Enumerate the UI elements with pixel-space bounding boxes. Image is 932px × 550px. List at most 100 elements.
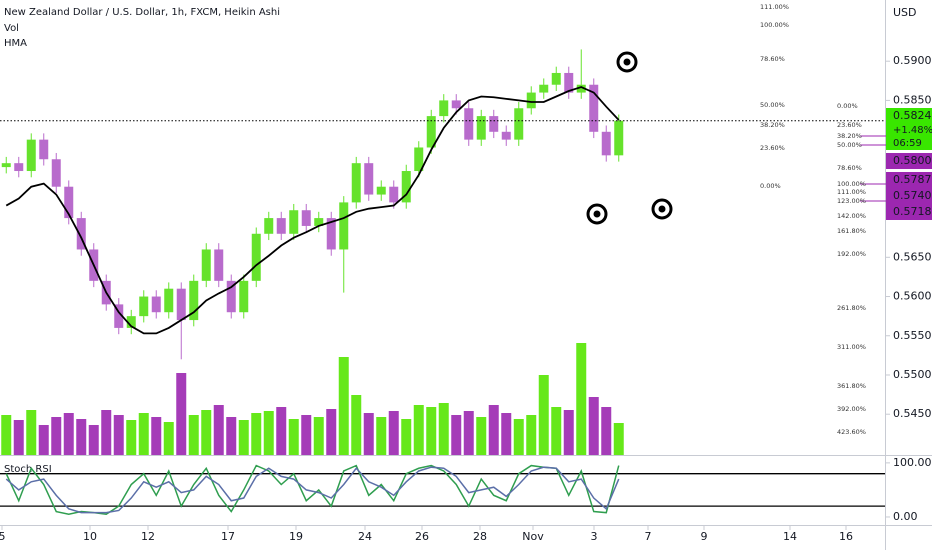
- target-icon: [586, 203, 608, 225]
- volume-bar: [88, 425, 99, 455]
- volume-bar: [526, 415, 537, 455]
- target-icon: [616, 51, 638, 73]
- candle-body: [364, 163, 374, 195]
- volume-bar: [401, 419, 412, 455]
- volume-bar: [63, 413, 74, 455]
- candle-body: [351, 163, 361, 203]
- x-tick-label: 12: [141, 530, 155, 543]
- volume-bar: [263, 411, 274, 455]
- volume-bar: [201, 410, 212, 455]
- volume-bar: [176, 373, 187, 455]
- candle-body: [464, 108, 474, 140]
- candle-body: [251, 233, 261, 281]
- price-badge: [886, 172, 932, 188]
- x-tick-label: 26: [415, 530, 429, 543]
- candle-body: [289, 210, 299, 234]
- candle-body: [526, 92, 536, 109]
- volume-bar: [551, 407, 562, 455]
- x-tick-label: 3: [591, 530, 598, 543]
- y-tick-label: 100.00: [893, 456, 932, 469]
- volume-bar: [576, 343, 587, 455]
- fib-label: 161.80%: [837, 227, 866, 235]
- x-tick-label: 19: [289, 530, 303, 543]
- candle-body: [239, 280, 249, 313]
- volume-bar: [488, 405, 499, 455]
- fib-label: 78.60%: [760, 55, 785, 63]
- candle-body: [14, 163, 24, 172]
- volume-bar: [601, 407, 612, 455]
- target-icon: [593, 210, 601, 218]
- volume-bar: [363, 413, 374, 455]
- volume-bar: [351, 395, 362, 455]
- volume-bar: [476, 417, 487, 455]
- x-tick-label: 10: [83, 530, 97, 543]
- candle-body: [564, 72, 574, 93]
- x-tick-label: 7: [645, 530, 652, 543]
- volume-bar: [338, 357, 349, 455]
- candle-body: [589, 84, 599, 132]
- volume-bar: [438, 403, 449, 455]
- target-icon: [623, 58, 631, 66]
- candle-body: [539, 84, 549, 93]
- x-tick-label: 17: [221, 530, 235, 543]
- candle-body: [201, 249, 211, 281]
- fib-label: 100.00%: [760, 21, 789, 29]
- price-badge: [886, 188, 932, 204]
- volume-bar: [213, 405, 224, 455]
- x-tick-label: Nov: [522, 530, 544, 543]
- candle-body: [489, 116, 499, 132]
- last-change: +1.48%: [893, 125, 932, 136]
- volume-bar: [413, 405, 424, 455]
- candle-body: [551, 72, 561, 85]
- fib-label: 100.00%: [837, 180, 866, 188]
- candle-body: [26, 139, 36, 172]
- currency-label: USD: [893, 6, 917, 19]
- y-tick-label: 0.59000: [893, 54, 932, 67]
- volume-bar: [326, 409, 337, 455]
- x-tick-label: 14: [783, 530, 797, 543]
- fib-connectors: [860, 135, 886, 202]
- candle-body: [314, 218, 324, 226]
- volume-bar: [313, 417, 324, 455]
- candle-body: [39, 139, 49, 160]
- volume-bar: [613, 423, 624, 455]
- candle-body: [164, 288, 174, 313]
- target-icon: [658, 205, 666, 213]
- candle-body: [226, 280, 236, 313]
- x-tick-label: 16: [839, 530, 853, 543]
- countdown: 06:59: [893, 138, 922, 149]
- volume-bar: [463, 411, 474, 455]
- volume-bar: [251, 413, 262, 455]
- volume-bar: [13, 420, 24, 455]
- volume-bar: [1, 415, 12, 455]
- candle-body: [76, 218, 86, 250]
- volume-bar: [288, 419, 299, 455]
- target-icon: [651, 198, 673, 220]
- candle-body: [476, 116, 486, 140]
- x-tick-label: 24: [358, 530, 372, 543]
- volume-bar: [38, 425, 49, 455]
- candle-body: [1, 163, 11, 168]
- fib-label: 38.20%: [837, 132, 862, 140]
- last-price: 0.58241: [893, 109, 932, 122]
- fib-label: 261.80%: [837, 304, 866, 312]
- volume-bar: [188, 415, 199, 455]
- fib-label: 50.00%: [760, 101, 785, 109]
- candle-body: [139, 296, 149, 317]
- price-badge-label: 0.57878: [893, 173, 932, 186]
- price-badge: [886, 204, 932, 220]
- volume-bar: [513, 419, 524, 455]
- candle-body: [501, 131, 511, 140]
- candle-body: [451, 100, 461, 109]
- candle-body: [401, 171, 411, 203]
- fib-label: 392.00%: [837, 405, 866, 413]
- fib-label: 192.00%: [837, 250, 866, 258]
- volume-bar: [376, 417, 387, 455]
- volume-bar: [26, 410, 37, 455]
